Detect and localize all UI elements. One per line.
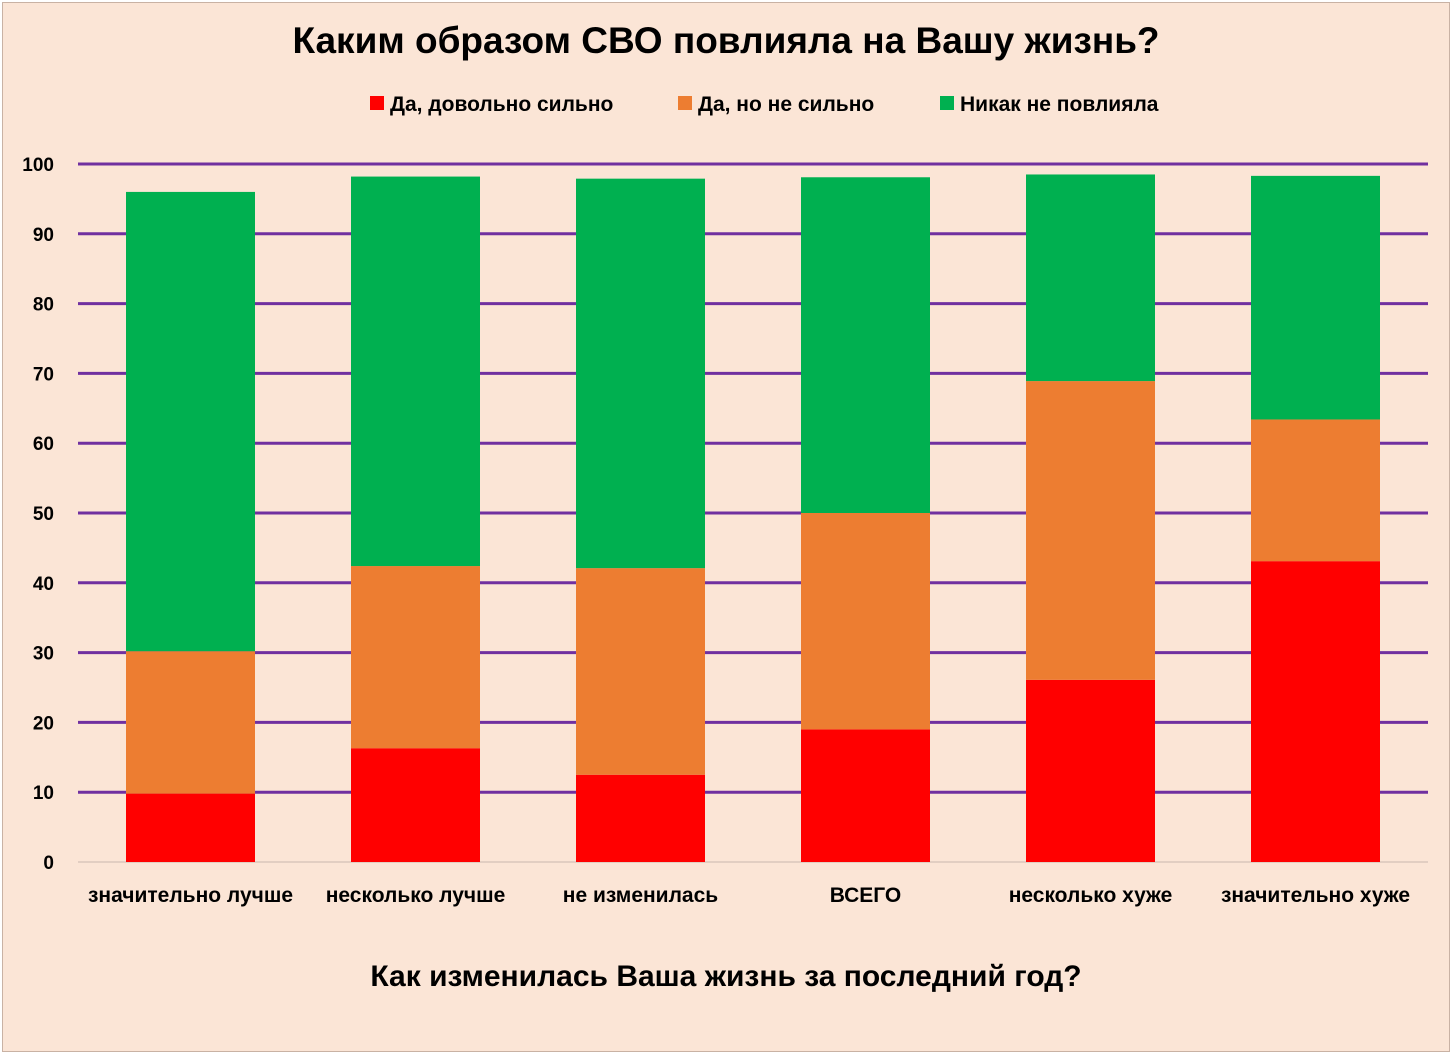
- legend-swatch: [678, 96, 692, 110]
- bar-segment: [576, 774, 705, 862]
- x-axis-category-labels: значительно лучше несколько лучше не измен…: [88, 884, 1410, 907]
- y-tick-label: 20: [33, 713, 54, 734]
- legend-label: Да, довольно сильно: [390, 93, 613, 116]
- bar-segment: [126, 191, 255, 652]
- y-axis-tick-labels: 0 10 20 30 40 50 60 70 80 90 100: [22, 155, 54, 874]
- bars: [126, 174, 1380, 862]
- bar-segment: [1026, 679, 1155, 862]
- bar-segment: [351, 176, 480, 567]
- legend: Да, довольно сильно Да, но не сильно Никак…: [370, 93, 1159, 116]
- bar-segment: [576, 568, 705, 775]
- x-tick-label: значительно лучше: [88, 884, 293, 907]
- bar-segment: [126, 793, 255, 862]
- y-tick-label: 60: [33, 434, 54, 455]
- y-tick-label: 40: [33, 574, 54, 595]
- legend-item: Да, но не сильно: [678, 93, 874, 116]
- x-tick-label: значительно хуже: [1221, 884, 1410, 907]
- x-tick-label: несколько хуже: [1009, 884, 1173, 907]
- y-tick-label: 70: [33, 364, 54, 385]
- legend-swatch: [370, 96, 384, 110]
- y-tick-label: 50: [33, 504, 54, 525]
- y-tick-label: 10: [33, 783, 54, 804]
- bar-segment: [1026, 381, 1155, 680]
- x-tick-label: несколько лучше: [326, 884, 506, 907]
- y-tick-label: 90: [33, 225, 54, 246]
- bar-segment: [126, 651, 255, 794]
- x-tick-label: ВСЕГО: [830, 884, 902, 907]
- legend-label: Никак не повлияла: [960, 93, 1159, 116]
- legend-item: Никак не повлияла: [940, 93, 1159, 116]
- legend-item: Да, довольно сильно: [370, 93, 613, 116]
- y-tick-label: 30: [33, 644, 54, 665]
- x-axis-title: Как изменилась Ваша жизнь за последний г…: [370, 960, 1082, 993]
- bar-segment: [351, 566, 480, 749]
- bar-segment: [351, 748, 480, 862]
- y-tick-label: 100: [22, 155, 54, 176]
- legend-swatch: [940, 96, 954, 110]
- bar-segment: [576, 178, 705, 569]
- bar-segment: [1251, 175, 1380, 420]
- gridlines: [78, 162, 1428, 863]
- bar-segment: [1251, 419, 1380, 562]
- bar-segment: [1251, 561, 1380, 862]
- bar-segment: [801, 729, 930, 862]
- bar-segment: [801, 177, 930, 513]
- y-tick-label: 80: [33, 295, 54, 316]
- legend-label: Да, но не сильно: [698, 93, 874, 116]
- bar-segment: [801, 513, 930, 730]
- bar-segment: [1026, 174, 1155, 382]
- y-tick-label: 0: [43, 853, 54, 874]
- chart-title: Каким образом СВО повлияла на Вашу жизнь…: [292, 20, 1160, 61]
- x-tick-label: не изменилась: [563, 884, 719, 907]
